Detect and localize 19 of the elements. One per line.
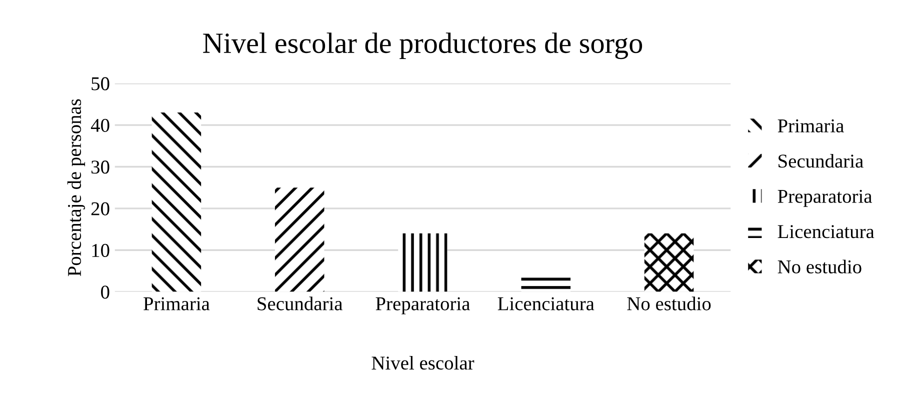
x-tick-label: Preparatoria (376, 297, 470, 314)
x-tick-label: No estudio (627, 296, 711, 310)
legend-label: Licenciatura (778, 225, 874, 238)
y-tick-label: 0 (101, 286, 110, 299)
y-axis-title: Porcentaje de personas (67, 99, 86, 276)
legend-label: Secundaria (778, 154, 864, 168)
x-tick-label: Licenciatura (498, 297, 594, 310)
x-tick-label: Primaria (144, 297, 210, 310)
legend-label: No estudio (778, 260, 862, 274)
x-tick-label: Secundaria (258, 296, 343, 310)
y-tick-label: 50 (92, 77, 110, 90)
y-tick-label: 10 (92, 244, 110, 258)
chart-title: Nivel escolar de productores de sorgo (203, 32, 642, 60)
x-axis-title: Nivel escolar (372, 356, 474, 370)
y-tick-label: 30 (92, 160, 110, 174)
legend-label: Primaria (778, 119, 844, 132)
legend-label: Preparatoria (778, 190, 872, 207)
y-tick-label: 20 (91, 202, 110, 216)
y-tick-label: 40 (90, 118, 110, 132)
